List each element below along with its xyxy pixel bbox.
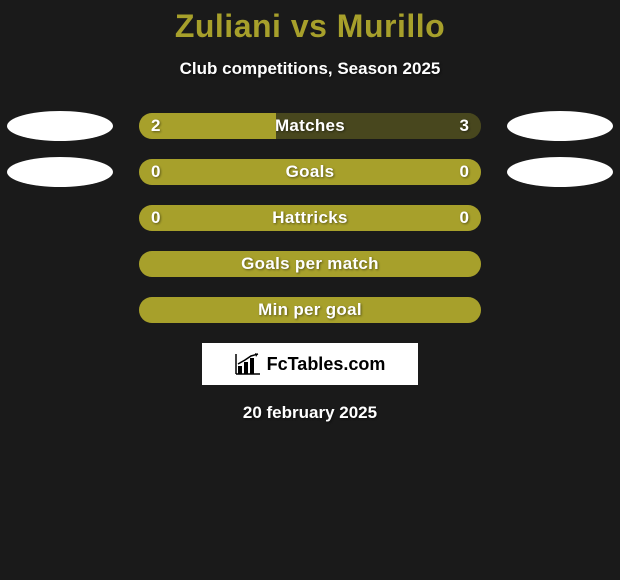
comparison-infographic: Zuliani vs Murillo Club competitions, Se…	[0, 0, 620, 580]
player-left-oval	[7, 111, 113, 141]
stat-bar: 00Hattricks	[139, 205, 481, 231]
date-text: 20 february 2025	[0, 403, 620, 423]
stat-bar: Min per goal	[139, 297, 481, 323]
stat-label: Min per goal	[139, 297, 481, 323]
stat-label: Goals per match	[139, 251, 481, 277]
stat-row: 00Goals	[0, 159, 620, 185]
player-right-oval	[507, 111, 613, 141]
stat-bar: 23Matches	[139, 113, 481, 139]
page-title: Zuliani vs Murillo	[0, 0, 620, 45]
stat-label: Matches	[139, 113, 481, 139]
logo-chart-icon	[235, 353, 261, 375]
stat-row: 23Matches	[0, 113, 620, 139]
stat-label: Goals	[139, 159, 481, 185]
subtitle: Club competitions, Season 2025	[0, 59, 620, 79]
player-right-oval	[507, 157, 613, 187]
stat-rows: 23Matches 00Goals 00Hattricks Goals per mat…	[0, 113, 620, 323]
stat-bar: 00Goals	[139, 159, 481, 185]
logo-box: FcTables.com	[202, 343, 418, 385]
logo-text: FcTables.com	[267, 354, 386, 375]
stat-row: 00Hattricks	[0, 205, 620, 231]
stat-row: Min per goal	[0, 297, 620, 323]
stat-bar: Goals per match	[139, 251, 481, 277]
stat-row: Goals per match	[0, 251, 620, 277]
player-left-oval	[7, 157, 113, 187]
stat-label: Hattricks	[139, 205, 481, 231]
